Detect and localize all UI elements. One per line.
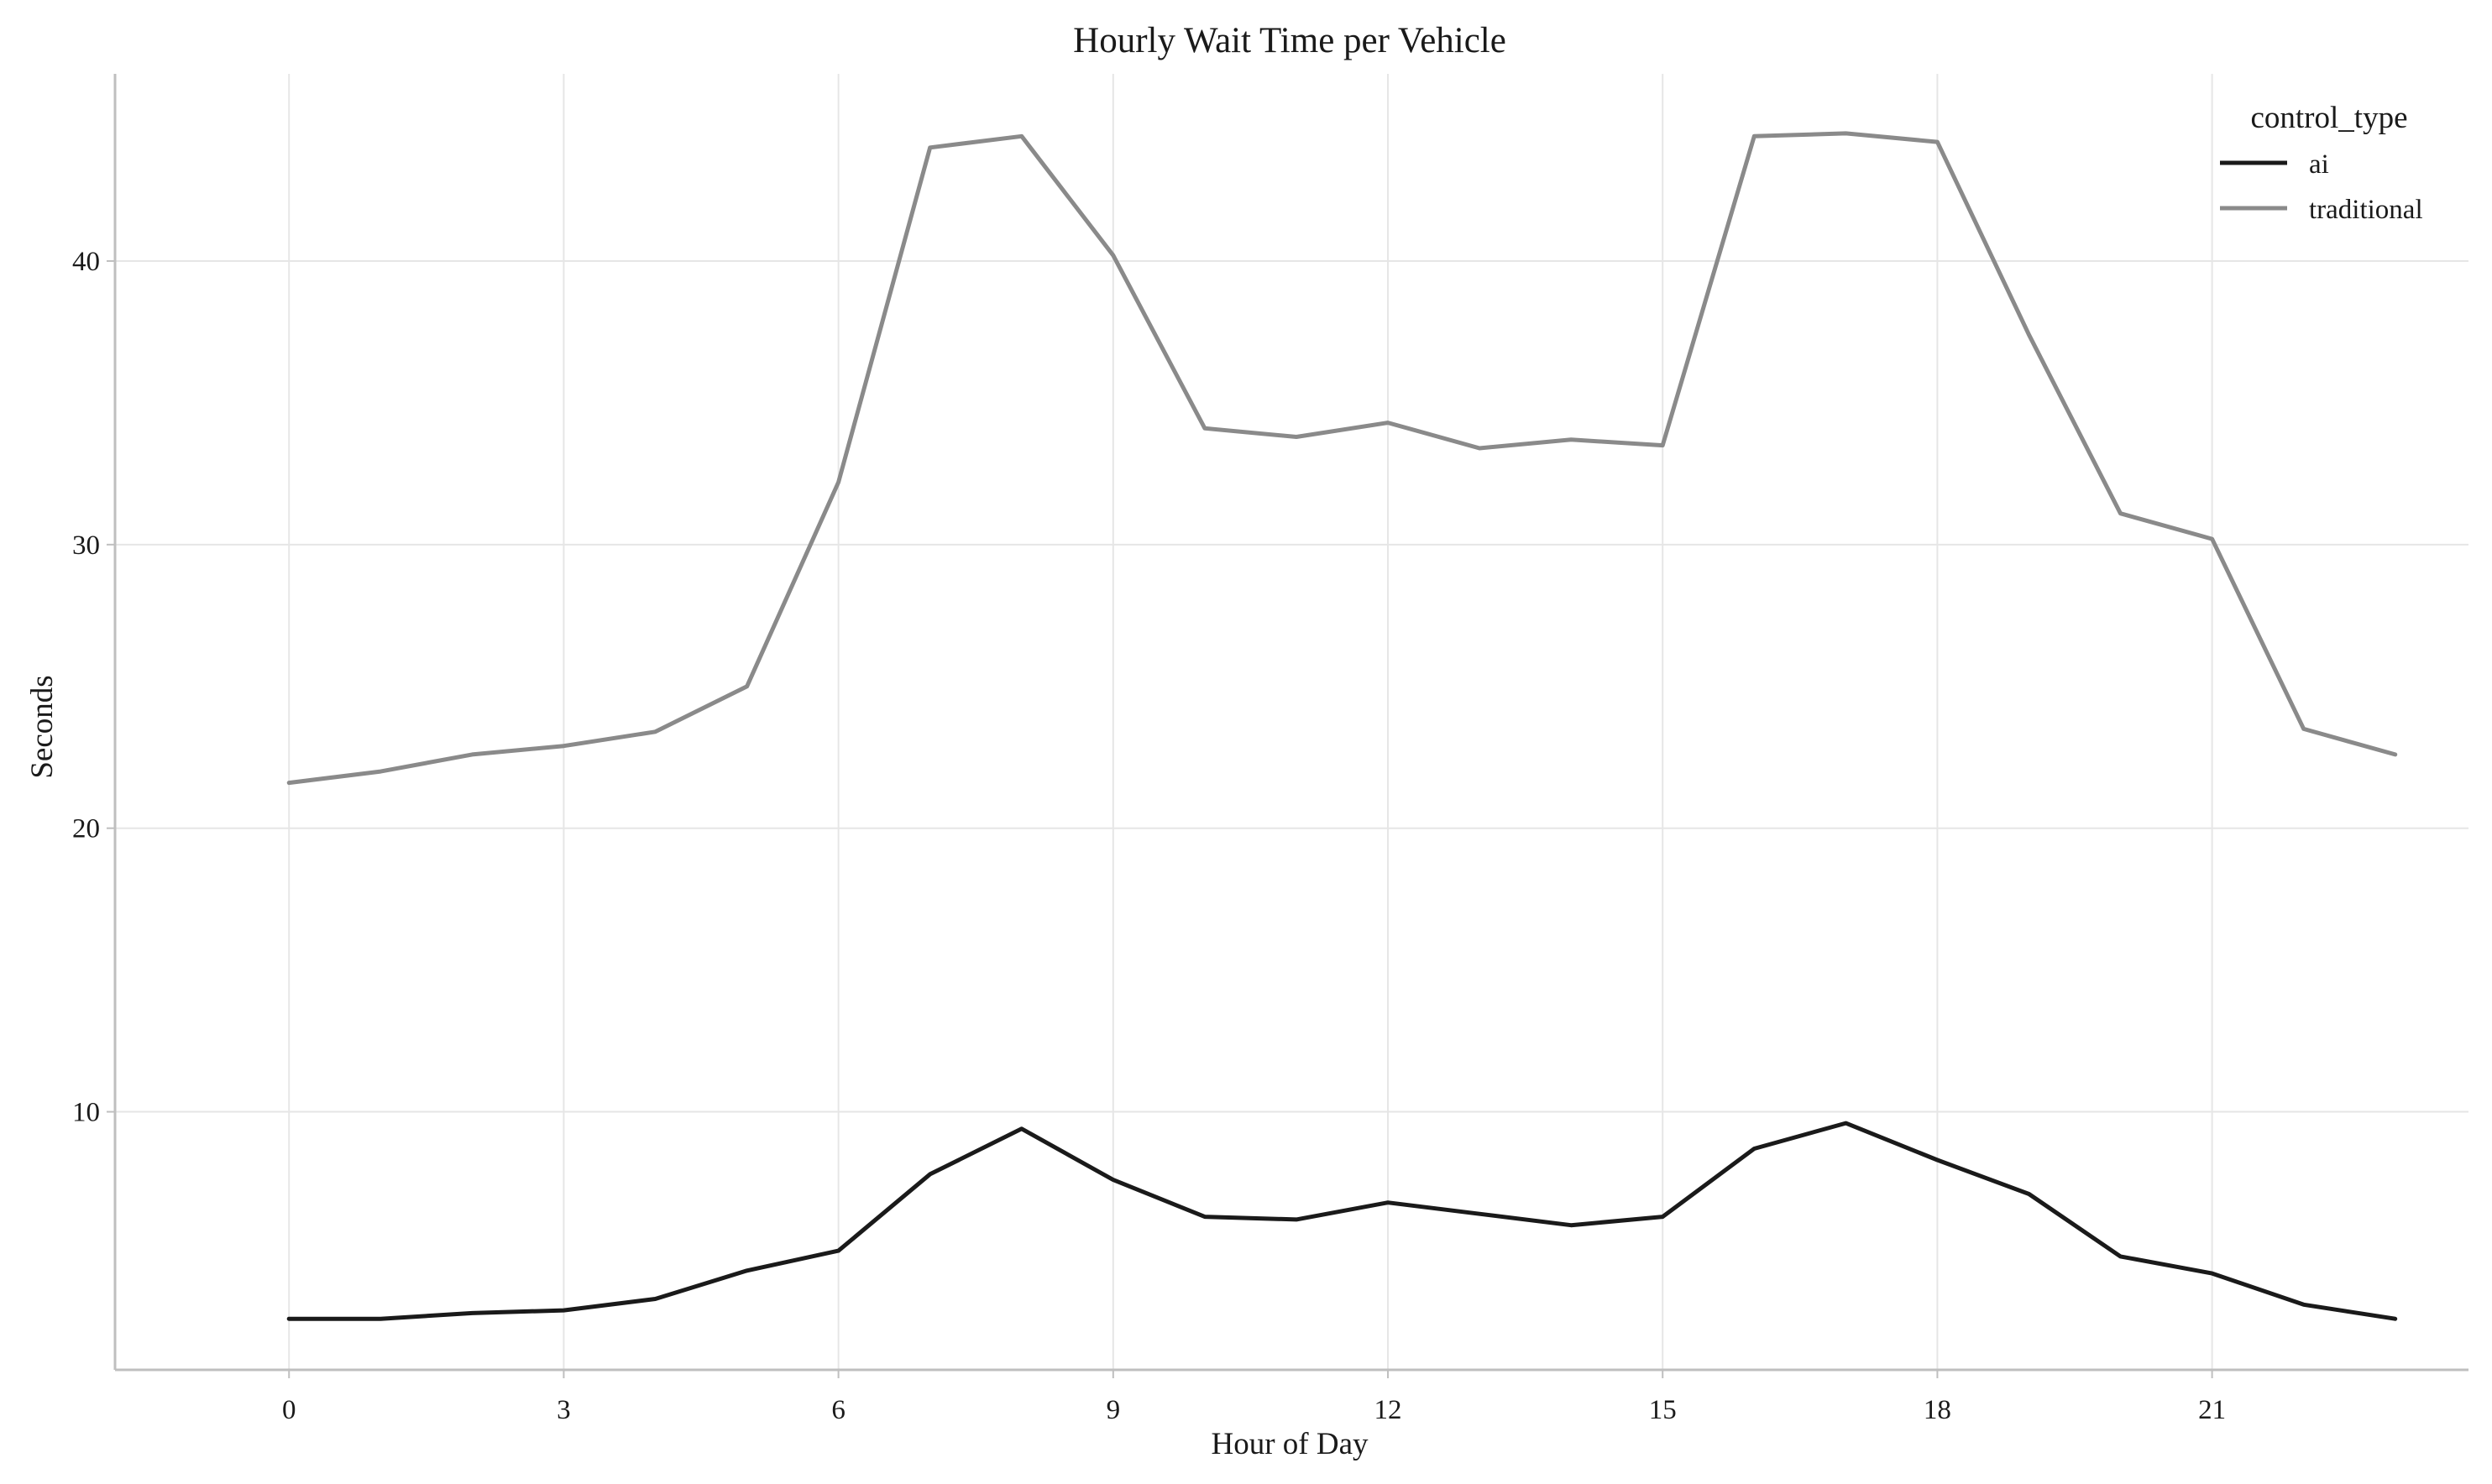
series-line-traditional [286, 131, 2398, 786]
y-tick-label: 40 [72, 247, 100, 277]
legend: control_type ai traditional [2220, 101, 2423, 225]
series-lines [286, 131, 2398, 1321]
y-axis-label: Seconds [25, 675, 60, 778]
x-tick-label: 9 [1107, 1395, 1121, 1425]
y-tick-label: 20 [72, 814, 100, 844]
legend-label-ai: ai [2309, 149, 2329, 180]
x-tick-label: 3 [557, 1395, 571, 1425]
legend-entries: ai traditional [2220, 149, 2423, 225]
legend-title: control_type [2250, 101, 2407, 135]
x-tick-label: 15 [1649, 1395, 1677, 1425]
x-tick-label: 12 [1374, 1395, 1402, 1425]
x-tick-label: 6 [831, 1395, 846, 1425]
x-tick-label: 18 [1924, 1395, 1951, 1425]
legend-label-traditional: traditional [2309, 195, 2423, 225]
x-axis-label: Hour of Day [1211, 1427, 1369, 1461]
series-line-ai [286, 1121, 2398, 1321]
grid-lines [115, 74, 2468, 1370]
axis-spines [113, 74, 2468, 1372]
y-tick-label: 30 [72, 530, 100, 561]
chart-title: Hourly Wait Time per Vehicle [1073, 21, 1506, 60]
x-tick-label: 0 [282, 1395, 296, 1425]
axis-ticks: 0 3 6 9 12 15 18 21 10 20 30 40 [72, 247, 2226, 1425]
y-tick-label: 10 [72, 1098, 100, 1128]
x-tick-label: 21 [2198, 1395, 2226, 1425]
